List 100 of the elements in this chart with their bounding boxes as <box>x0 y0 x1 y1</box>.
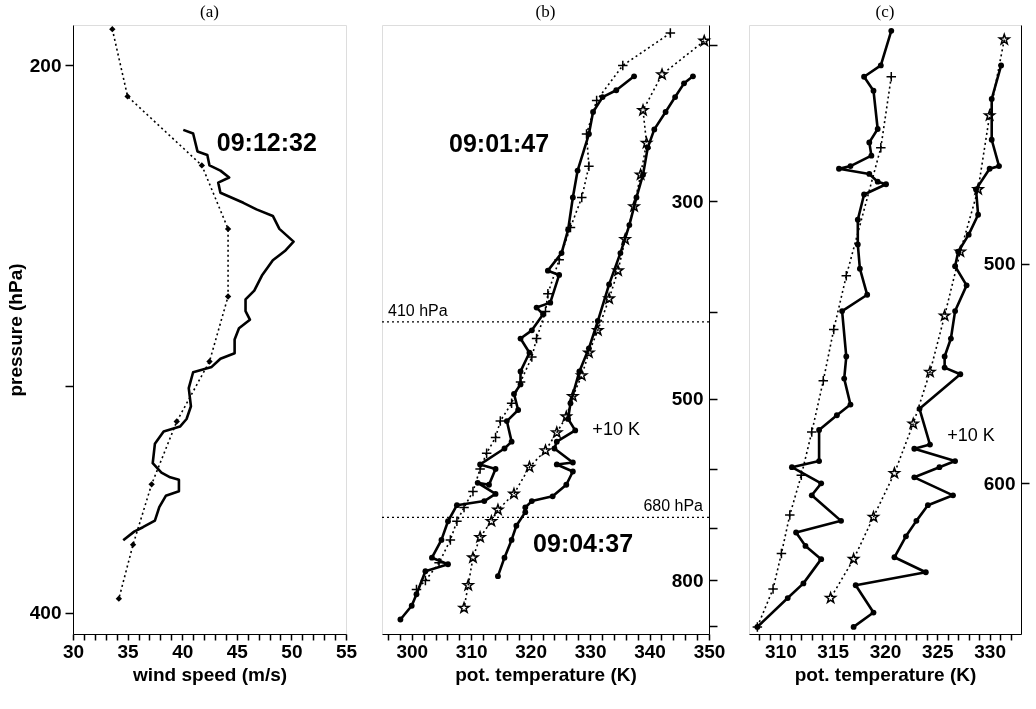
point <box>864 291 871 298</box>
point <box>458 601 470 613</box>
point <box>631 73 637 80</box>
point <box>911 445 918 452</box>
point <box>492 503 504 515</box>
annotation: +10 K <box>947 425 995 446</box>
point <box>501 554 508 561</box>
point <box>513 522 520 529</box>
point <box>874 178 881 185</box>
point <box>485 515 498 527</box>
point <box>986 165 993 172</box>
point <box>109 25 116 33</box>
point <box>517 368 524 375</box>
annotation: +10 K <box>592 418 640 439</box>
point <box>492 490 499 497</box>
point <box>486 481 492 488</box>
point <box>572 427 579 434</box>
point <box>474 479 481 486</box>
point <box>841 375 848 382</box>
point <box>576 191 588 203</box>
x-tick-label: 350 <box>693 640 726 662</box>
point <box>952 263 959 270</box>
point <box>883 181 889 188</box>
x-tick-label: 30 <box>62 640 85 662</box>
point <box>560 410 573 422</box>
point <box>429 554 435 561</box>
point <box>526 349 533 356</box>
y-tick-label: 600 <box>983 472 1016 494</box>
point <box>847 401 854 408</box>
point <box>690 73 696 80</box>
point <box>558 250 565 256</box>
point <box>206 358 213 365</box>
point <box>637 104 649 116</box>
point <box>651 126 658 133</box>
point <box>793 529 799 536</box>
point <box>861 191 867 198</box>
point <box>528 498 535 504</box>
point <box>413 591 420 598</box>
point <box>458 502 470 514</box>
point <box>957 371 964 378</box>
point <box>818 556 825 563</box>
point <box>867 510 880 522</box>
point <box>563 481 570 488</box>
point <box>477 461 484 468</box>
point <box>806 426 818 438</box>
annotation: 09:01:47 <box>449 128 550 157</box>
y-tick-label: 300 <box>671 190 704 212</box>
point <box>481 498 488 504</box>
point <box>681 80 687 87</box>
point <box>503 418 510 424</box>
point <box>522 509 529 516</box>
point <box>198 162 206 169</box>
point <box>551 445 558 452</box>
point <box>569 194 576 201</box>
point <box>547 299 554 306</box>
point <box>843 353 850 360</box>
x-tick-label: 40 <box>172 640 194 662</box>
point <box>517 335 524 342</box>
chart-title: (c) <box>875 2 895 21</box>
y-axis-title: pressure (hPa) <box>4 263 26 397</box>
point <box>916 405 923 412</box>
x-axis-title: pot. temperature (K) <box>794 663 977 685</box>
point <box>590 109 596 115</box>
x-tick-label: 340 <box>634 640 666 662</box>
point <box>952 458 959 464</box>
point <box>775 547 787 559</box>
point <box>540 311 547 318</box>
point <box>818 480 825 487</box>
point <box>495 573 501 580</box>
point <box>515 407 522 413</box>
point <box>870 609 877 616</box>
point <box>606 281 613 288</box>
point <box>467 551 479 563</box>
x-tick-label: 45 <box>226 640 249 662</box>
point <box>444 534 456 546</box>
point <box>628 200 640 212</box>
x-tick-label: 325 <box>921 640 955 662</box>
y-tick-label: 200 <box>29 54 62 76</box>
point <box>911 474 918 481</box>
point <box>467 485 479 497</box>
point <box>784 595 791 601</box>
point <box>936 464 943 471</box>
point <box>539 444 552 456</box>
point <box>767 583 779 595</box>
point <box>950 492 956 499</box>
point <box>492 466 499 472</box>
point <box>569 468 576 475</box>
chart-title: (a) <box>200 2 219 21</box>
point <box>817 375 829 387</box>
point <box>885 71 897 83</box>
y-tick-label: 500 <box>671 388 704 410</box>
point <box>634 168 647 180</box>
point <box>553 438 560 445</box>
point <box>998 62 1005 69</box>
point <box>481 447 493 459</box>
point <box>784 509 796 521</box>
point <box>840 270 852 282</box>
point <box>583 160 595 172</box>
point <box>422 568 429 575</box>
point <box>508 487 520 499</box>
